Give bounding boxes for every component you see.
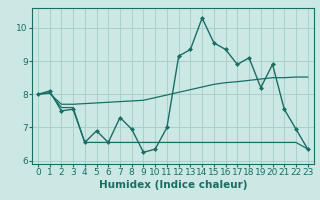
X-axis label: Humidex (Indice chaleur): Humidex (Indice chaleur) <box>99 180 247 190</box>
